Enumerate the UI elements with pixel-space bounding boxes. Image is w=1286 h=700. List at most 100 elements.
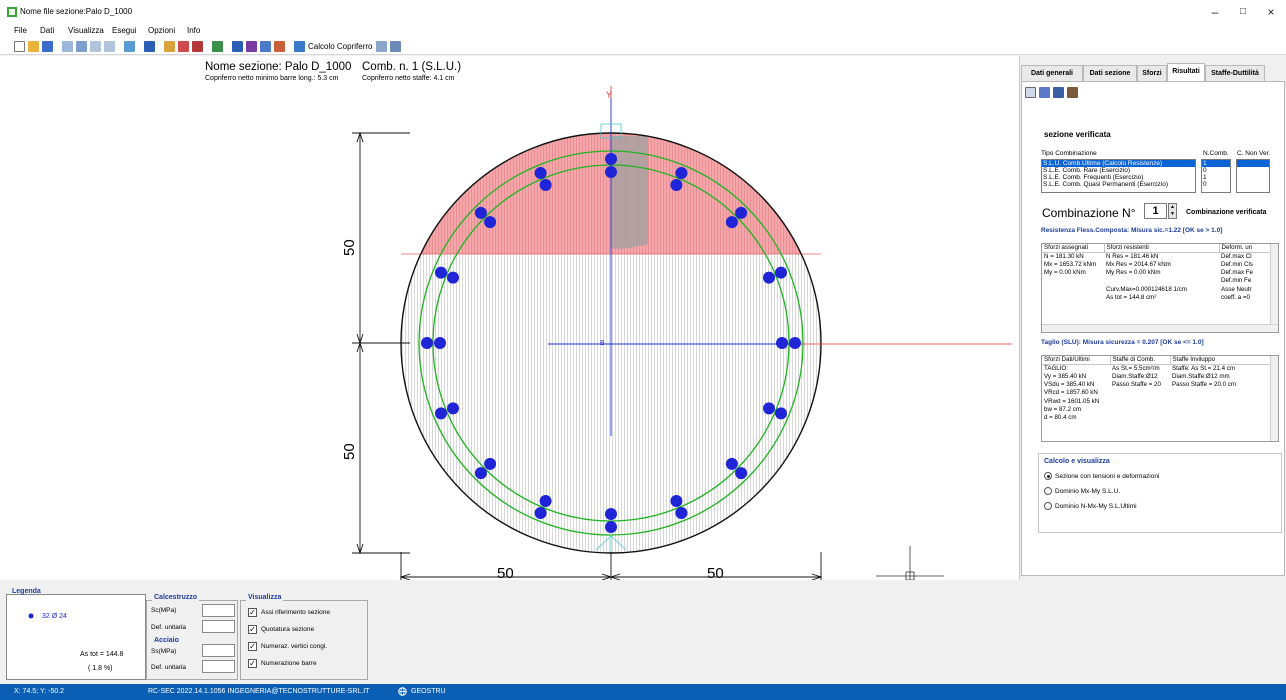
radio-sezione-label[interactable]: Sezione con tensioni e deformazioni — [1055, 473, 1160, 480]
new-file-icon[interactable] — [14, 41, 25, 52]
preview-icon[interactable] — [376, 41, 387, 52]
combination-item[interactable]: S.L.E. Comb. Rare (Esercizio) — [1043, 167, 1131, 174]
checkbox-assi-label[interactable]: Assi riferimento sezione — [261, 609, 330, 616]
vertical-scrollbar[interactable] — [1270, 356, 1278, 441]
checkbox-numerazione-barre[interactable]: ✓ — [248, 659, 257, 668]
ncomb-list[interactable]: 1 0 1 0 — [1201, 159, 1231, 193]
table-row[interactable]: TAGLIO: As St.= 5.5cm²/m Staffe: As St.= 2… — [1042, 365, 1270, 374]
rebar — [474, 206, 487, 219]
section-icon[interactable] — [144, 41, 155, 52]
ncomb-item[interactable]: 1 — [1203, 174, 1207, 181]
rebar — [605, 166, 617, 178]
copriferro-icon[interactable] — [294, 41, 305, 52]
table-row[interactable]: VRcd = 1857.60 kN — [1042, 389, 1270, 397]
checkbox-numeraz-vertici[interactable]: ✓ — [248, 642, 257, 651]
nonver-item[interactable] — [1237, 160, 1269, 167]
taglio-grid[interactable]: Sforzi Dati/Ultimi Staffe di Comb. Staff… — [1041, 355, 1279, 442]
print-results-icon[interactable] — [1025, 87, 1036, 98]
domain-icon[interactable] — [212, 41, 223, 52]
tab-sforzi[interactable]: Sforzi — [1137, 65, 1167, 81]
copy-results-icon[interactable] — [1053, 87, 1064, 98]
combination-number-input[interactable]: 1 — [1144, 203, 1167, 219]
save-icon[interactable] — [42, 41, 53, 52]
section-drawing-area[interactable]: Nome sezione: Palo D_1000 Comb. n. 1 (S.… — [0, 56, 1019, 582]
ncomb-item[interactable]: 0 — [1203, 167, 1207, 174]
report-results-icon[interactable] — [1039, 87, 1050, 98]
menu-dati[interactable]: Dati — [40, 26, 55, 35]
close-button[interactable]: × — [1267, 5, 1275, 19]
table-row[interactable]: My = 0.00 kNm My Res = 0.00 kNm Def.max Fe — [1042, 269, 1272, 277]
table-row[interactable]: As tot = 144.8 cm² coeff. a =0 — [1042, 294, 1272, 302]
report-icon[interactable] — [232, 41, 243, 52]
radio-dominio-mx-my-label[interactable]: Dominio Mx-My S.L.U. — [1055, 488, 1121, 495]
copy-icon[interactable] — [62, 41, 73, 52]
menu-visualizza[interactable]: Visualizza — [68, 26, 104, 35]
checkbox-quotatura[interactable]: ✓ — [248, 625, 257, 634]
tab-risultati[interactable]: Risultati — [1167, 63, 1205, 82]
open-folder-icon[interactable] — [28, 41, 39, 52]
resistenza-grid[interactable]: Sforzi assegnati Sforzi resistenti Defor… — [1041, 243, 1279, 333]
pan-icon[interactable] — [124, 41, 135, 52]
table-row[interactable]: Mx = 1653.72 kNm Mx Res = 2014.67 kNm Def.… — [1042, 261, 1272, 269]
table-row[interactable]: Def.min Fe — [1042, 277, 1272, 285]
radio-dominio-mx-my[interactable] — [1044, 487, 1052, 495]
acciaio-def-input[interactable] — [202, 660, 235, 673]
menu-file[interactable]: File — [14, 26, 27, 35]
checkbox-assi[interactable]: ✓ — [248, 608, 257, 617]
combination-type-list[interactable]: S.L.U. Comb.Ultime (Calcolo Resistenze) … — [1041, 159, 1196, 193]
cover-long-label: Copriferro netto minimo barre long.: 5.3… — [205, 75, 339, 82]
table-row[interactable]: Vy = 385.40 kN Diam.Staffe:Ø12 Diam.Staffe… — [1042, 373, 1270, 381]
print-icon[interactable] — [246, 41, 257, 52]
tab-staffe-duttilita[interactable]: Staffe-Duttilità — [1205, 65, 1265, 81]
results-icon[interactable] — [192, 41, 203, 52]
table-row[interactable]: d = 80.4 cm — [1042, 414, 1270, 422]
tab-dati-sezione[interactable]: Dati sezione — [1083, 65, 1137, 81]
section-canvas[interactable]: Nome sezione: Palo D_1000 Comb. n. 1 (S.… — [0, 56, 1019, 582]
combination-spinner[interactable]: ▲ ▼ — [1168, 203, 1177, 219]
column-header: Sforzi resistenti — [1104, 244, 1220, 253]
visualizza-group — [240, 600, 368, 680]
table-row[interactable]: Curv.Max=0.000124618 1/cm Asse Neutr — [1042, 286, 1272, 294]
export-results-icon[interactable] — [1067, 87, 1078, 98]
settings-icon[interactable] — [390, 41, 401, 52]
calcolo-copriferro-button[interactable]: Calcolo Copriferro — [308, 42, 373, 51]
radio-dominio-n-mx-my-label[interactable]: Dominio N-Mx-My S.L.Ultimi — [1055, 503, 1137, 510]
table-row[interactable]: bw = 87.2 cm — [1042, 406, 1270, 414]
menu-esegui[interactable]: Esegui — [112, 26, 137, 35]
checkbox-numeraz-vertici-label[interactable]: Numeraz. vertici congl. — [261, 643, 328, 650]
combination-item[interactable]: S.L.U. Comb.Ultime (Calcolo Resistenze) — [1042, 160, 1195, 167]
vertical-scrollbar[interactable] — [1270, 244, 1278, 324]
zoom-in-icon[interactable] — [90, 41, 101, 52]
table-row[interactable]: VSdu = 385.40 kN Passo Staffe = 20 Passo S… — [1042, 381, 1270, 389]
radio-sezione[interactable] — [1044, 472, 1052, 480]
calcestruzzo-sc-input[interactable] — [202, 604, 235, 617]
calcestruzzo-def-input[interactable] — [202, 620, 235, 633]
loads-icon[interactable] — [178, 41, 189, 52]
calcestruzzo-def-label: Def. unitaria — [151, 624, 187, 631]
maximize-button[interactable]: □ — [1239, 6, 1247, 17]
checkbox-quotatura-label[interactable]: Quotatura sezione — [261, 626, 315, 633]
menu-opzioni[interactable]: Opzioni — [148, 26, 176, 35]
minimize-button[interactable]: – — [1211, 5, 1219, 19]
combination-item[interactable]: S.L.E. Comb. Quasi Permanenti (Esercizio… — [1043, 181, 1168, 188]
table-row[interactable]: N = 181.30 kN N Res = 181.46 kN Def.max Cl — [1042, 253, 1272, 262]
table-cell: Passo Staffe = 20.0 cm — [1172, 381, 1237, 389]
paste-icon[interactable] — [76, 41, 87, 52]
export-icon[interactable] — [260, 41, 271, 52]
menu-info[interactable]: Info — [187, 26, 201, 35]
rebar — [435, 407, 447, 420]
checkbox-numerazione-barre-label[interactable]: Numerazione barre — [261, 660, 317, 667]
table-cell: Asse Neutr — [1221, 285, 1252, 293]
ncomb-item[interactable]: 1 — [1202, 160, 1230, 167]
table-row[interactable]: VRwd = 1601.05 kN — [1042, 398, 1270, 406]
acciaio-sc-input[interactable] — [202, 644, 235, 657]
horizontal-scrollbar[interactable] — [1042, 324, 1278, 332]
ncomb-item[interactable]: 0 — [1203, 181, 1207, 188]
combination-item[interactable]: S.L.E. Comb. Frequenti (Esercizio) — [1043, 174, 1144, 181]
calc-icon[interactable] — [274, 41, 285, 52]
zoom-out-icon[interactable] — [104, 41, 115, 52]
radio-dominio-n-mx-my[interactable] — [1044, 502, 1052, 510]
non-verified-list[interactable] — [1236, 159, 1270, 193]
tab-dati-generali[interactable]: Dati generali — [1021, 65, 1083, 81]
bars-icon[interactable] — [164, 41, 175, 52]
